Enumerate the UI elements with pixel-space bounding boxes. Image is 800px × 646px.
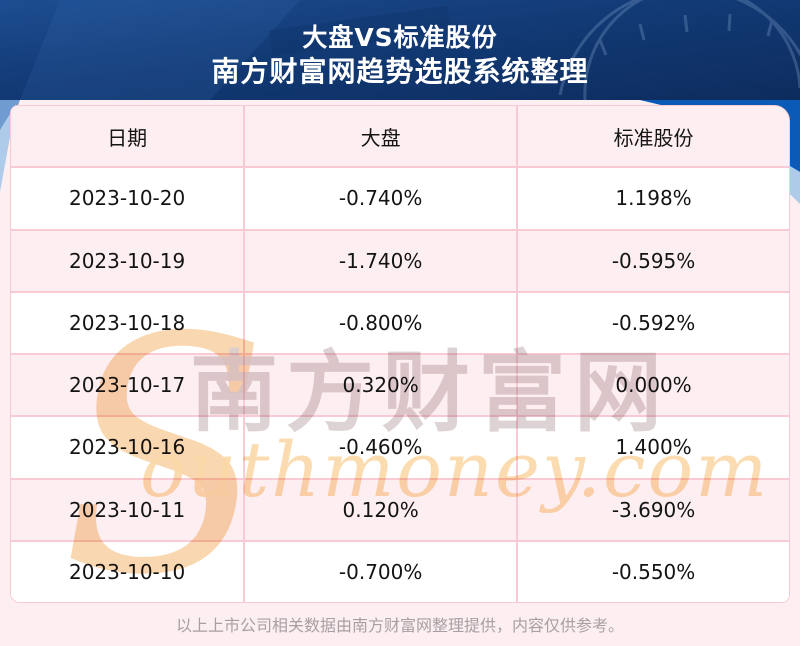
table-row: 2023-10-19 -1.740% -0.595% (11, 228, 789, 291)
column-header-stock: 标准股份 (613, 125, 694, 150)
cell-date: 2023-10-16 (11, 417, 246, 478)
table-row: 2023-10-16 -0.460% 1.400% (11, 415, 789, 478)
cell-market-change: -0.460% (245, 417, 519, 478)
page-title: 大盘VS标准股份 (302, 23, 498, 52)
data-table: 日期 大盘 标准股份 2023-10-20 -0.740% 1.198% 2023-1… (10, 105, 790, 603)
page-subtitle: 南方财富网趋势选股系统整理 (211, 55, 589, 88)
table-row: 2023-10-18 -0.800% -0.592% (11, 290, 789, 353)
table-row: 2023-10-11 0.120% -3.690% (11, 477, 789, 540)
cell-market-change: 0.320% (245, 355, 519, 416)
cell-market-change: -0.740% (245, 168, 519, 229)
cell-stock-change: -0.592% (611, 310, 696, 335)
cell-market-change: 0.120% (245, 479, 519, 540)
cell-date: 2023-10-17 (11, 355, 246, 416)
header-background-decoration (0, 0, 800, 204)
cell-stock-change: 0.000% (615, 373, 692, 398)
cell-market-change: -0.800% (245, 292, 519, 353)
footer-note: 以上上市公司相关数据由南方财富网整理提供，内容仅供参考。 (175, 616, 624, 635)
cell-date: 2023-10-11 (11, 479, 246, 540)
cell-stock-change: -0.595% (611, 248, 696, 273)
cell-stock-change: -3.690% (611, 497, 696, 522)
cell-date: 2023-10-20 (11, 168, 246, 229)
cell-date: 2023-10-18 (11, 292, 246, 353)
header-titles: 大盘VS标准股份 南方财富网趋势选股系统整理 (0, 0, 800, 88)
cell-market-change: -0.700% (245, 541, 519, 602)
cell-stock-change: 1.400% (615, 435, 692, 460)
table-row: 2023-10-10 -0.700% -0.550% (11, 539, 789, 602)
cell-stock-change: -0.550% (611, 559, 696, 584)
column-header-date: 日期 (11, 106, 246, 167)
footer: 以上上市公司相关数据由南方财富网整理提供，内容仅供参考。 (0, 602, 800, 646)
cell-date: 2023-10-19 (11, 230, 246, 291)
header-banner (0, 0, 800, 220)
column-header-market: 大盘 (245, 106, 519, 167)
cell-date: 2023-10-10 (11, 541, 246, 602)
table-row: 2023-10-17 0.320% 0.000% (11, 353, 789, 416)
cell-market-change: -1.740% (245, 230, 519, 291)
cell-stock-change: 1.198% (615, 186, 692, 211)
table-row: 2023-10-20 -0.740% 1.198% (11, 166, 789, 229)
table-header-row: 日期 大盘 标准股份 (11, 106, 789, 167)
